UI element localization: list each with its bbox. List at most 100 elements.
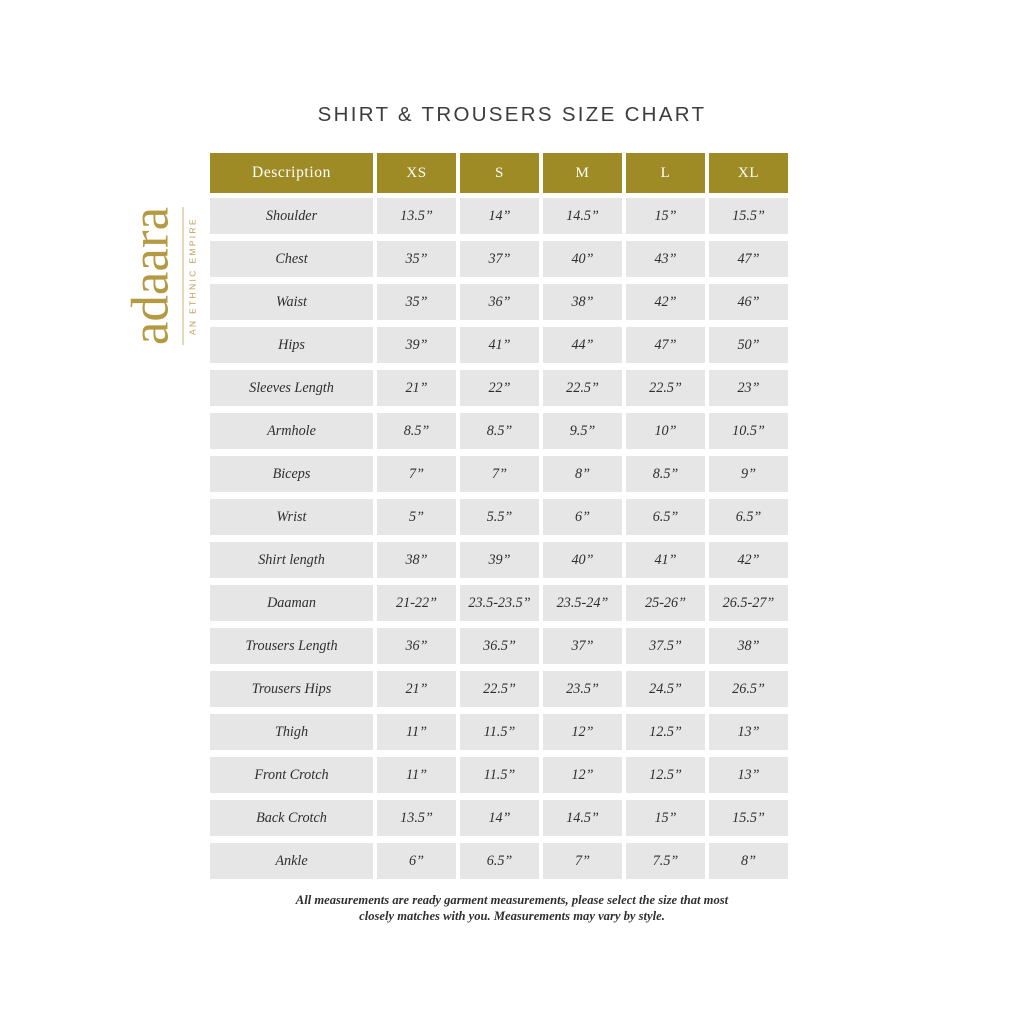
row-label: Trousers Hips [210,671,373,707]
column-header-s: S [460,153,539,193]
measurement-cell: 26.5” [709,671,788,707]
measurement-cell: 39” [377,327,456,363]
measurement-cell: 12.5” [626,757,705,793]
measurement-cell: 14.5” [543,800,622,836]
measurement-cell: 26.5-27” [709,585,788,621]
table-header-row: Description XS S M L XL [210,153,804,193]
measurement-cell: 36.5” [460,628,539,664]
measurement-cell: 50” [709,327,788,363]
measurement-cell: 5” [377,499,456,535]
measurement-cell: 7” [460,456,539,492]
measurement-cell: 14.5” [543,198,622,234]
measurement-cell: 37.5” [626,628,705,664]
measurement-cell: 8.5” [626,456,705,492]
measurement-cell: 23.5-24” [543,585,622,621]
measurement-cell: 5.5” [460,499,539,535]
table-body: Shoulder 13.5” 14” 14.5” 15” 15.5” Chest 35” 37”… [210,198,804,879]
measurement-cell: 11.5” [460,757,539,793]
measurement-cell: 12” [543,757,622,793]
table-row: Chest 35” 37” 40” 43” 47” [210,241,804,277]
measurement-cell: 8.5” [460,413,539,449]
row-label: Chest [210,241,373,277]
brand-logo-inner: adaara AN ETHNIC EMPIRE [121,206,198,345]
measurement-cell: 6.5” [460,843,539,879]
measurement-cell: 10” [626,413,705,449]
measurement-cell: 39” [460,542,539,578]
measurement-cell: 23.5” [543,671,622,707]
measurement-cell: 13.5” [377,198,456,234]
measurement-cell: 25-26” [626,585,705,621]
measurement-cell: 14” [460,198,539,234]
measurement-cell: 13” [709,714,788,750]
measurement-cell: 22.5” [626,370,705,406]
measurement-cell: 37” [543,628,622,664]
brand-name: adaara [121,206,180,345]
row-label: Ankle [210,843,373,879]
measurement-cell: 8.5” [377,413,456,449]
measurement-cell: 47” [709,241,788,277]
measurement-cell: 13” [709,757,788,793]
row-label: Trousers Length [210,628,373,664]
column-header-xs: XS [377,153,456,193]
measurement-cell: 11” [377,714,456,750]
measurement-cell: 38” [543,284,622,320]
row-label: Shoulder [210,198,373,234]
page-title: SHIRT & TROUSERS SIZE CHART [317,103,707,126]
measurement-cell: 11.5” [460,714,539,750]
column-header-m: M [543,153,622,193]
measurement-cell: 7” [377,456,456,492]
measurement-cell: 36” [460,284,539,320]
column-header-description: Description [210,153,373,193]
size-chart-table: Description XS S M L XL Shoulder 13.5” 14” 14.5”… [210,153,804,886]
measurement-cell: 22” [460,370,539,406]
table-row: Armhole 8.5” 8.5” 9.5” 10” 10.5” [210,413,804,449]
measurement-cell: 41” [626,542,705,578]
row-label: Wrist [210,499,373,535]
table-row: Sleeves Length 21” 22” 22.5” 22.5” 23” [210,370,804,406]
table-row: Ankle 6” 6.5” 7” 7.5” 8” [210,843,804,879]
measurement-cell: 35” [377,284,456,320]
measurement-cell: 8” [709,843,788,879]
measurement-cell: 15.5” [709,198,788,234]
table-row: Trousers Hips 21” 22.5” 23.5” 24.5” 26.5” [210,671,804,707]
row-label: Shirt length [210,542,373,578]
measurement-cell: 24.5” [626,671,705,707]
table-row: Hips 39” 41” 44” 47” 50” [210,327,804,363]
measurement-cell: 10.5” [709,413,788,449]
table-row: Front Crotch 11” 11.5” 12” 12.5” 13” [210,757,804,793]
footnote-line-1: All measurements are ready garment measu… [295,893,729,907]
row-label: Sleeves Length [210,370,373,406]
measurement-cell: 38” [377,542,456,578]
measurement-cell: 22.5” [460,671,539,707]
measurement-cell: 8” [543,456,622,492]
brand-logo: adaara AN ETHNIC EMPIRE [118,168,204,383]
table-row: Thigh 11” 11.5” 12” 12.5” 13” [210,714,804,750]
table-row: Shirt length 38” 39” 40” 41” 42” [210,542,804,578]
measurement-cell: 6.5” [709,499,788,535]
row-label: Thigh [210,714,373,750]
row-label: Daaman [210,585,373,621]
measurement-cell: 12” [543,714,622,750]
measurement-cell: 7.5” [626,843,705,879]
brand-tagline: AN ETHNIC EMPIRE [182,206,198,345]
table-row: Shoulder 13.5” 14” 14.5” 15” 15.5” [210,198,804,234]
column-header-l: L [626,153,705,193]
measurement-cell: 13.5” [377,800,456,836]
measurement-cell: 23” [709,370,788,406]
measurement-cell: 15.5” [709,800,788,836]
measurement-cell: 36” [377,628,456,664]
measurement-cell: 23.5-23.5” [460,585,539,621]
measurement-cell: 22.5” [543,370,622,406]
measurement-cell: 9.5” [543,413,622,449]
measurement-cell: 37” [460,241,539,277]
table-row: Wrist 5” 5.5” 6” 6.5” 6.5” [210,499,804,535]
measurement-cell: 46” [709,284,788,320]
measurement-cell: 35” [377,241,456,277]
row-label: Front Crotch [210,757,373,793]
measurement-cell: 14” [460,800,539,836]
row-label: Biceps [210,456,373,492]
measurement-cell: 38” [709,628,788,664]
row-label: Hips [210,327,373,363]
footnote: All measurements are ready garment measu… [0,893,1024,924]
